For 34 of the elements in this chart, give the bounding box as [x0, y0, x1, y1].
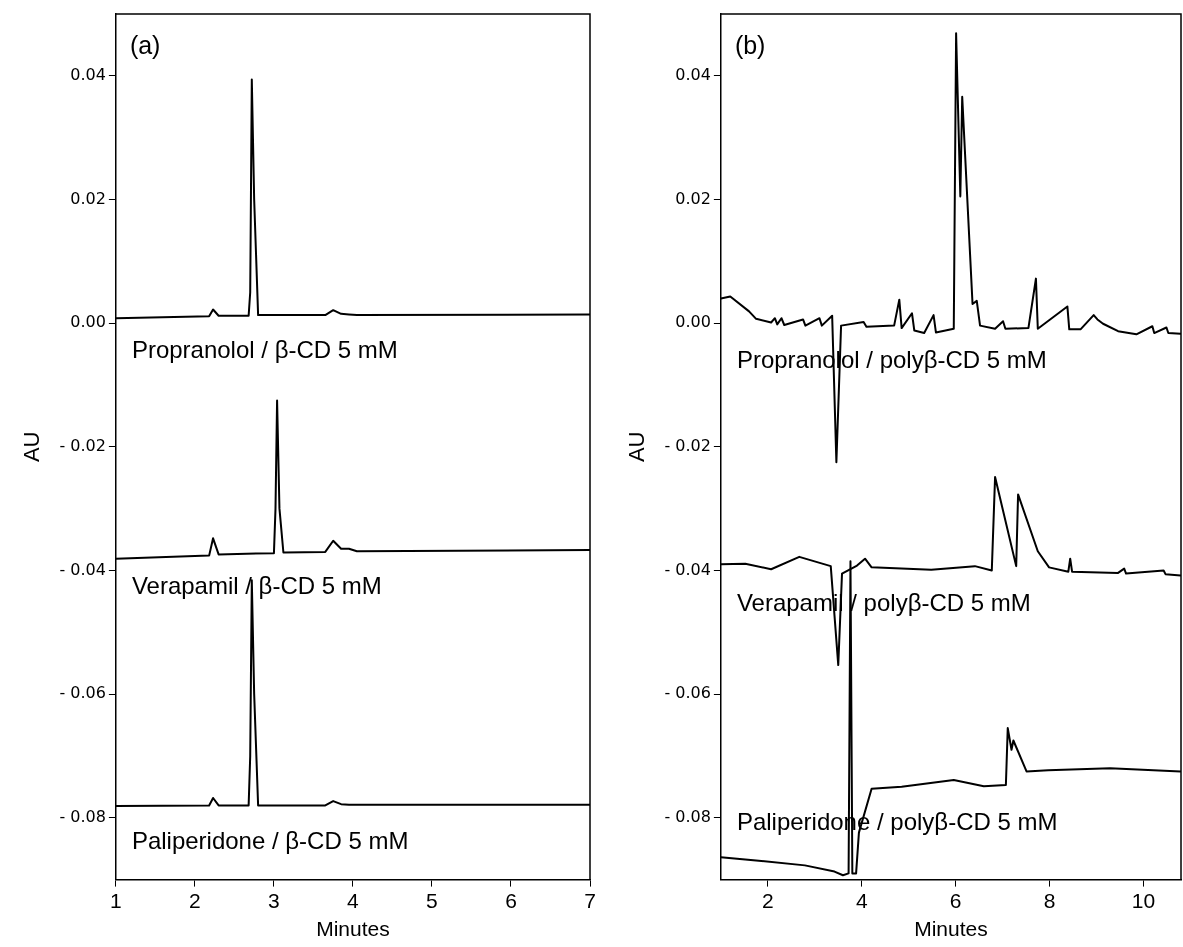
x-tick-label: 1	[110, 889, 122, 912]
y-tick-label: - 0.02	[59, 435, 106, 455]
series-label: Propranolol / β-CD 5 mM	[131, 336, 398, 364]
x-tick-label: 3	[268, 889, 280, 912]
x-tick-label: 4	[347, 889, 360, 912]
y-tick-label: 0.00	[675, 312, 711, 332]
y-axis-title: AU	[19, 431, 45, 463]
x-tick-label: 2	[761, 889, 774, 912]
text: (b)	[734, 31, 766, 59]
y-tick-label: - 0.08	[59, 806, 106, 826]
y-tick-label: 0.04	[675, 64, 711, 84]
x-tick-label: 2	[189, 889, 201, 912]
x-tick-label: 6	[949, 889, 962, 912]
text: (a)	[129, 31, 161, 59]
y-tick-label: - 0.04	[59, 559, 106, 579]
x-tick-label: 7	[584, 889, 596, 912]
x-tick-label: 6	[505, 889, 517, 912]
y-tick-label: - 0.08	[664, 806, 711, 826]
x-axis-title: Minutes	[316, 917, 390, 941]
y-tick-label: 0.02	[675, 188, 711, 208]
y-tick-label: - 0.06	[664, 683, 711, 703]
x-tick-label: 8	[1043, 889, 1056, 912]
y-tick-label: 0.00	[70, 312, 106, 332]
y-tick-label: - 0.02	[664, 435, 711, 455]
y-tick-label: - 0.06	[59, 683, 106, 703]
x-tick-label: 4	[855, 889, 868, 912]
y-tick-label: 0.02	[70, 188, 106, 208]
y-tick-label: - 0.04	[664, 559, 711, 579]
y-tick-label: 0.04	[70, 64, 106, 84]
series-label: Paliperidone / β-CD 5 mM	[131, 826, 409, 854]
x-axis-title: Minutes	[914, 917, 988, 941]
y-axis-title: AU	[624, 431, 650, 463]
x-tick-label: 5	[426, 889, 438, 912]
x-tick-label: 10	[1131, 889, 1156, 912]
